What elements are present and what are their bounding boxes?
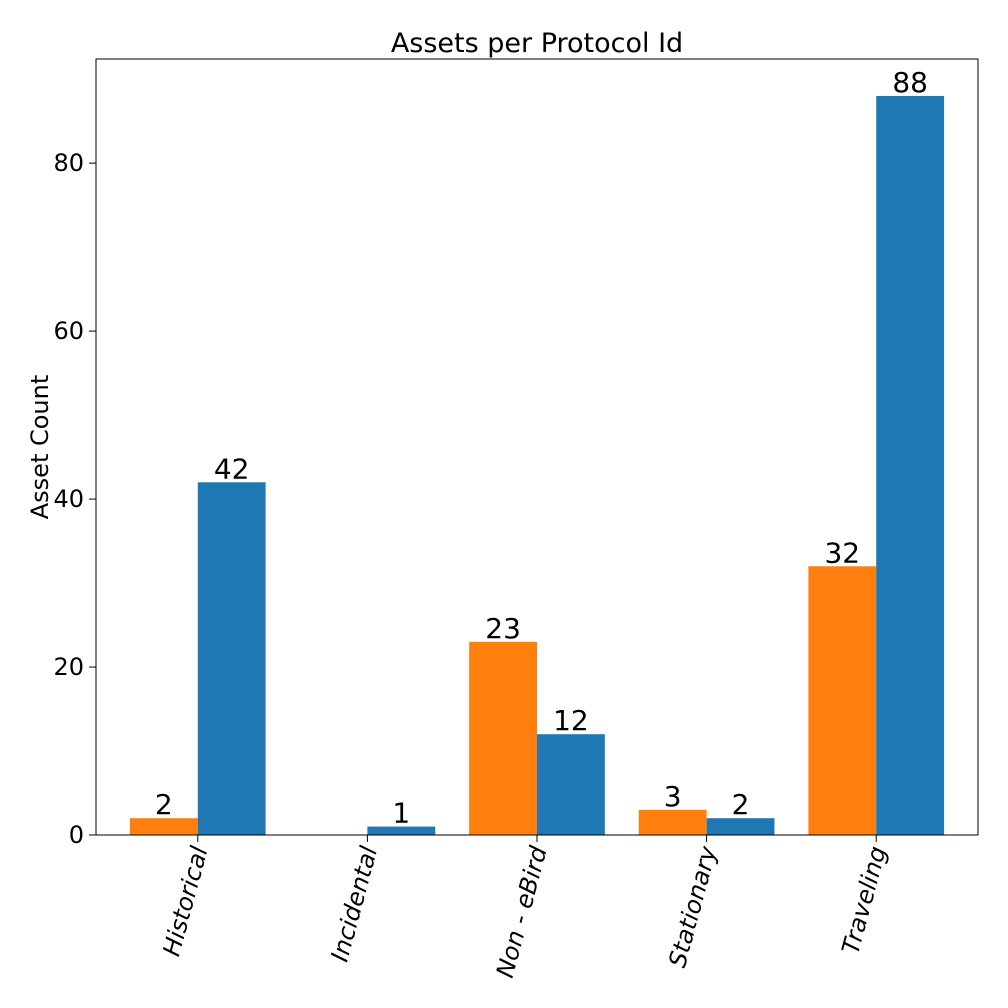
bar-historical-series-2 <box>197 482 266 835</box>
bar-historical-series-1 <box>129 818 198 835</box>
y-tick-label: 0 <box>69 821 84 849</box>
bar-incidental-series-2 <box>367 826 436 835</box>
bar-traveling-series-2 <box>876 95 945 835</box>
y-tick-label: 40 <box>53 485 84 513</box>
bar-stationary-series-1 <box>638 809 707 835</box>
data-label: 2 <box>732 788 750 821</box>
data-label: 32 <box>824 536 860 569</box>
chart-title: Assets per Protocol Id <box>391 28 683 59</box>
bar-non-ebird-series-1 <box>469 641 537 835</box>
data-label: 3 <box>664 780 682 813</box>
x-tick-label: Incidental <box>326 843 384 965</box>
bar-traveling-series-1 <box>808 566 877 835</box>
data-label: 42 <box>214 452 250 485</box>
data-label: 2 <box>155 788 173 821</box>
y-axis-label: Asset Count <box>26 375 54 520</box>
x-tick-label: Historical <box>157 843 213 959</box>
data-label: 88 <box>892 66 928 99</box>
plot-area: 2 23 3 32 42 1 12 2 88 0 20 40 60 80 Historical Inciden… <box>53 58 979 981</box>
bar-non-ebird-series-2 <box>537 734 605 835</box>
y-tick-label: 20 <box>53 653 84 681</box>
x-tick-label: Non - eBird <box>491 843 553 981</box>
data-label: 12 <box>553 704 589 737</box>
x-tick-label: Stationary <box>663 843 722 971</box>
bar-stationary-series-2 <box>706 818 775 835</box>
data-label: 1 <box>392 797 410 830</box>
data-label: 23 <box>485 612 521 645</box>
y-tick-label: 80 <box>53 149 84 177</box>
y-tick-label: 60 <box>53 317 84 345</box>
x-tick-label: Traveling <box>836 843 892 957</box>
